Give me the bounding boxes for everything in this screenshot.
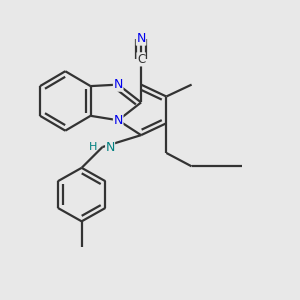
Text: N: N <box>113 114 123 127</box>
Text: N: N <box>105 140 115 154</box>
Text: N: N <box>136 32 146 45</box>
Text: H: H <box>89 142 97 152</box>
Text: N: N <box>113 78 123 91</box>
Text: C: C <box>137 53 145 66</box>
